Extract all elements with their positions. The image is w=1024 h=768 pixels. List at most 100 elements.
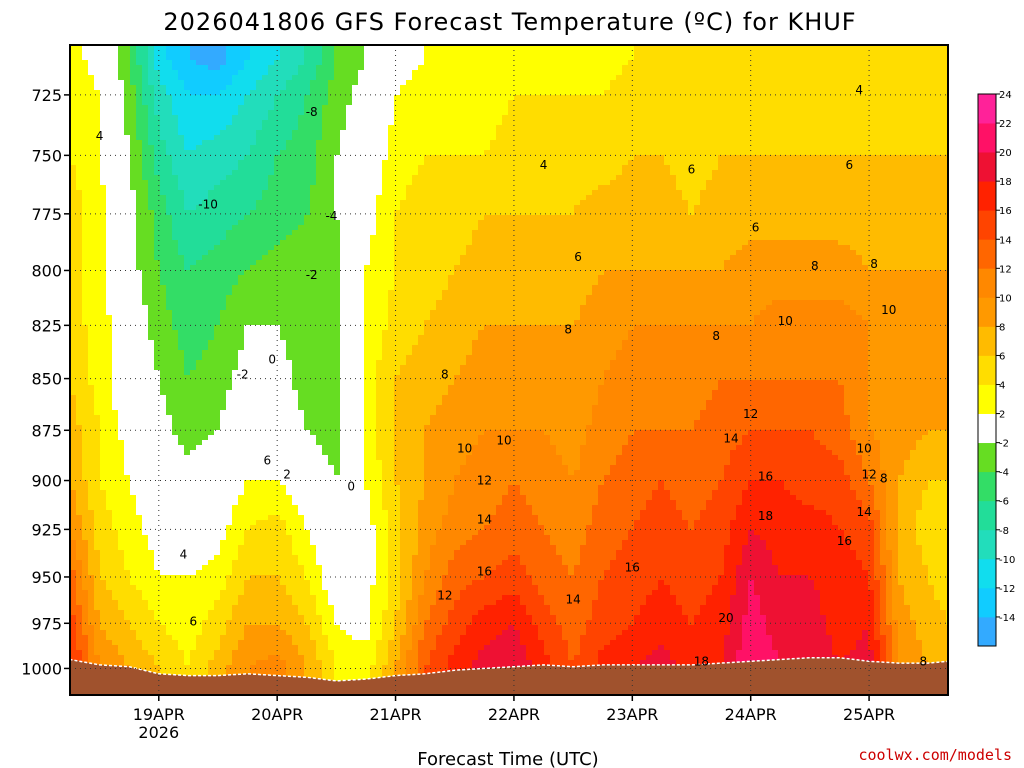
temp-cell [784, 170, 791, 176]
temp-cell [550, 50, 557, 56]
temp-cell [466, 60, 473, 66]
temp-cell [430, 70, 437, 76]
temp-cell [580, 100, 587, 106]
temp-cell [646, 115, 653, 121]
temp-cell [748, 90, 755, 96]
temp-cell [808, 90, 815, 96]
temp-cell [280, 85, 287, 91]
temp-cell [418, 205, 425, 211]
temp-cell [358, 140, 365, 146]
temp-cell [76, 75, 83, 81]
temp-cell [880, 110, 887, 116]
temp-cell [424, 85, 431, 91]
temp-cell [256, 145, 263, 151]
temp-cell [682, 50, 689, 56]
temp-cell [166, 115, 173, 121]
temp-cell [88, 175, 95, 181]
temp-cell [358, 180, 365, 186]
temp-cell [910, 210, 917, 216]
temp-cell [592, 55, 599, 61]
temp-cell [484, 170, 491, 176]
temp-cell [574, 135, 581, 141]
temp-cell [430, 115, 437, 121]
temp-cell [244, 210, 251, 216]
temp-cell [736, 195, 743, 201]
temp-cell [412, 150, 419, 156]
temp-cell [658, 65, 665, 71]
temp-cell [148, 180, 155, 186]
temp-cell [712, 70, 719, 76]
temp-cell [574, 100, 581, 106]
temp-cell [196, 135, 203, 141]
temp-cell [598, 105, 605, 111]
temp-cell [154, 160, 161, 166]
temp-cell [148, 185, 155, 191]
temp-cell [292, 200, 299, 206]
temp-cell [88, 95, 95, 101]
temp-cell [154, 80, 161, 86]
temp-cell [760, 180, 767, 186]
temp-cell [250, 130, 257, 136]
temp-cell [136, 70, 143, 76]
temp-cell [592, 75, 599, 81]
temp-cell [328, 175, 335, 181]
temp-cell [856, 205, 863, 211]
temp-cell [496, 205, 503, 211]
temp-cell [646, 160, 653, 166]
temp-cell [226, 195, 233, 201]
temp-cell [502, 60, 509, 66]
temp-cell [82, 60, 89, 66]
temp-cell [790, 180, 797, 186]
temp-cell [622, 50, 629, 56]
temp-cell [436, 210, 443, 216]
temp-cell [364, 190, 371, 196]
temp-cell [472, 160, 479, 166]
temp-cell [874, 70, 881, 76]
temp-cell [460, 210, 467, 216]
temp-cell [922, 120, 929, 126]
temp-cell [796, 205, 803, 211]
temp-cell [820, 100, 827, 106]
temp-cell [82, 165, 89, 171]
temp-cell [130, 170, 137, 176]
temp-cell [904, 160, 911, 166]
temp-cell [562, 150, 569, 156]
temp-cell [232, 205, 239, 211]
temp-cell [382, 145, 389, 151]
temp-cell [706, 130, 713, 136]
temp-cell [940, 170, 947, 176]
temp-cell [520, 150, 527, 156]
temp-cell [490, 170, 497, 176]
temp-cell [682, 75, 689, 81]
temp-cell [406, 185, 413, 191]
temp-cell [346, 95, 353, 101]
temp-cell [790, 105, 797, 111]
temp-cell [586, 110, 593, 116]
temp-cell [748, 210, 755, 216]
temp-cell [382, 55, 389, 61]
temp-cell [940, 115, 947, 121]
temp-cell [472, 170, 479, 176]
temp-cell [352, 140, 359, 146]
temp-cell [526, 120, 533, 126]
temp-cell [406, 205, 413, 211]
temp-cell [484, 120, 491, 126]
temp-cell [406, 175, 413, 181]
temp-cell [232, 190, 239, 196]
temp-cell [616, 200, 623, 206]
temp-cell [916, 115, 923, 121]
temp-cell [142, 185, 149, 191]
temp-cell [280, 60, 287, 66]
temp-cell [928, 130, 935, 136]
temp-cell [76, 130, 83, 136]
temp-cell [538, 195, 545, 201]
temp-cell [400, 175, 407, 181]
temp-cell [94, 155, 101, 161]
temp-cell [586, 145, 593, 151]
temp-cell [628, 205, 635, 211]
temp-cell [94, 200, 101, 206]
temp-cell [646, 105, 653, 111]
temp-cell [136, 105, 143, 111]
temp-cell [736, 200, 743, 206]
temp-cell [550, 120, 557, 126]
